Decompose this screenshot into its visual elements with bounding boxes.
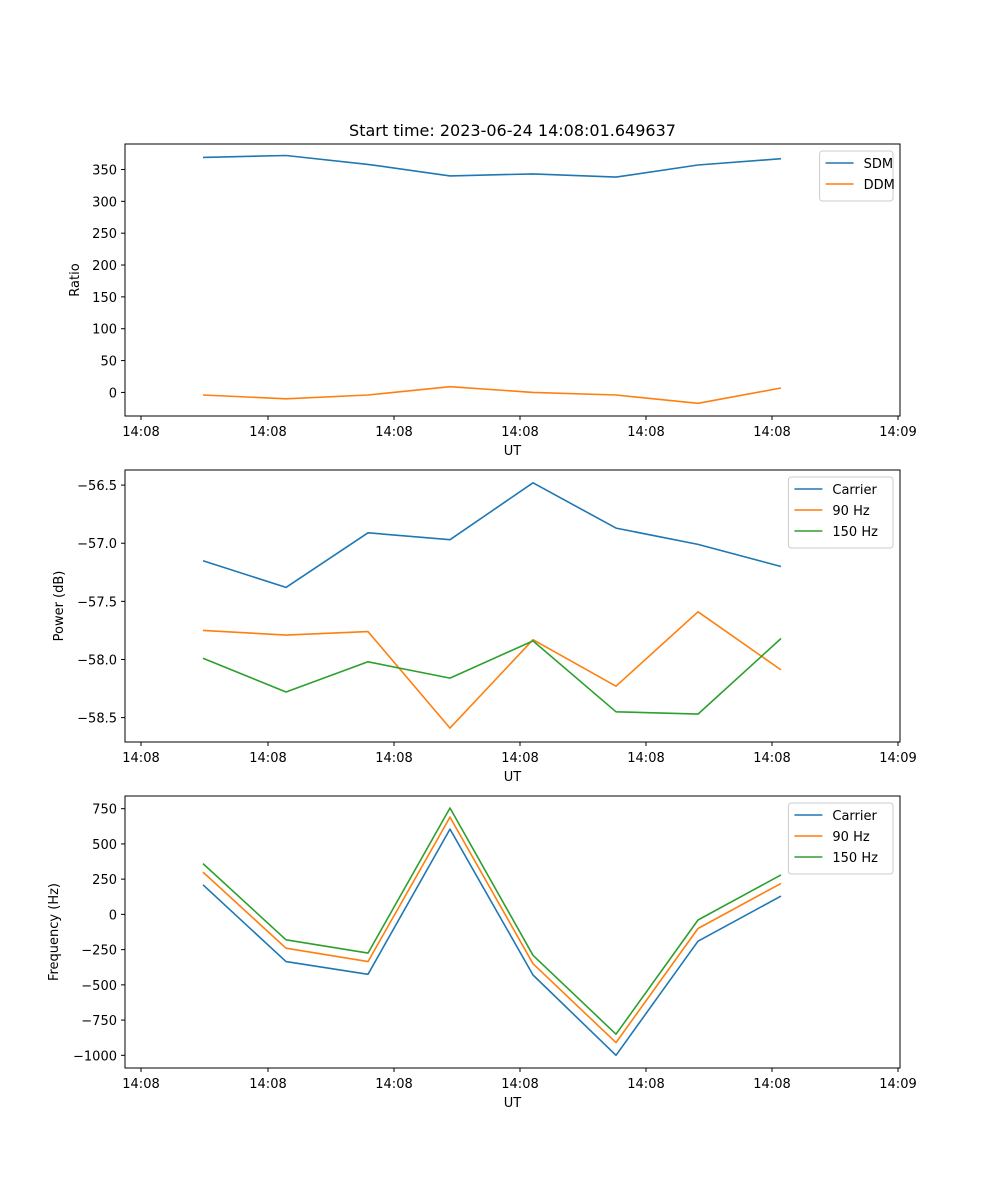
y-tick-label: 300 bbox=[92, 195, 117, 210]
series-line-ddm bbox=[202, 385, 782, 405]
y-tick-label: −500 bbox=[81, 979, 117, 994]
y-tick-label: 350 bbox=[92, 163, 117, 178]
series-line-150-hz bbox=[202, 807, 782, 1035]
legend: Carrier 90 Hz 150 Hz bbox=[787, 802, 894, 875]
y-tick-label: −58.0 bbox=[77, 653, 117, 668]
x-tick-label: 14:08 bbox=[753, 1077, 790, 1092]
plot-frame bbox=[124, 795, 901, 1069]
y-tick-label: −57.0 bbox=[77, 537, 117, 552]
legend: Carrier 90 Hz 150 Hz bbox=[787, 476, 894, 549]
x-tick-label: 14:08 bbox=[753, 425, 790, 440]
y-tick-label: 250 bbox=[92, 227, 117, 242]
x-tick-label: 14:08 bbox=[122, 751, 159, 766]
x-tick-label: 14:08 bbox=[501, 425, 538, 440]
y-tick-label: −57.5 bbox=[77, 595, 117, 610]
y-tick-label: −58.5 bbox=[77, 712, 117, 727]
legend-label-150-hz: 150 Hz bbox=[832, 851, 878, 866]
x-tick-label: 14:08 bbox=[122, 425, 159, 440]
x-tick-label: 14:08 bbox=[627, 1077, 664, 1092]
x-tick-label: 14:08 bbox=[249, 1077, 286, 1092]
y-axis-label: Ratio bbox=[68, 263, 83, 296]
x-tick-label: 14:08 bbox=[122, 1077, 159, 1092]
x-tick-label: 14:09 bbox=[879, 425, 916, 440]
x-tick-label: 14:08 bbox=[627, 751, 664, 766]
x-tick-label: 14:08 bbox=[501, 751, 538, 766]
series-line-90-hz bbox=[202, 610, 782, 729]
plot-frame bbox=[124, 143, 901, 417]
series-line-sdm bbox=[202, 154, 782, 178]
y-tick-label: 0 bbox=[109, 386, 117, 401]
chart-panel-3: 14:08 14:08 14:08 14:08 14:08 14:08 14:09 UT −10… bbox=[47, 795, 917, 1111]
x-axis-label: UT bbox=[504, 444, 522, 459]
x-tick-label: 14:08 bbox=[627, 425, 664, 440]
legend-label-90-hz: 90 Hz bbox=[832, 504, 869, 519]
y-tick-label: −56.5 bbox=[77, 479, 117, 494]
y-tick-label: 750 bbox=[92, 803, 117, 818]
x-tick-label: 14:08 bbox=[375, 1077, 412, 1092]
legend-label-sdm: SDM bbox=[864, 157, 893, 172]
x-axis-label: UT bbox=[504, 770, 522, 785]
plot-frame bbox=[124, 469, 901, 743]
legend-label-carrier: Carrier bbox=[832, 483, 877, 498]
y-tick-label: 150 bbox=[92, 291, 117, 306]
legend-label-carrier: Carrier bbox=[832, 809, 877, 824]
chart-title: Start time: 2023-06-24 14:08:01.649637 bbox=[349, 121, 676, 140]
x-tick-label: 14:08 bbox=[375, 425, 412, 440]
x-tick-label: 14:08 bbox=[249, 425, 286, 440]
y-tick-label: −750 bbox=[81, 1014, 117, 1029]
series-line-carrier bbox=[202, 481, 782, 589]
y-axis-label: Power (dB) bbox=[52, 571, 67, 642]
x-tick-label: 14:08 bbox=[375, 751, 412, 766]
x-tick-label: 14:08 bbox=[753, 751, 790, 766]
y-tick-label: 200 bbox=[92, 259, 117, 274]
x-axis-label: UT bbox=[504, 1096, 522, 1111]
legend-label-ddm: DDM bbox=[864, 178, 895, 193]
x-tick-label: 14:08 bbox=[249, 751, 286, 766]
y-tick-label: 50 bbox=[100, 355, 117, 370]
y-tick-label: 500 bbox=[92, 838, 117, 853]
y-tick-label: −1000 bbox=[73, 1049, 117, 1064]
series-line-90-hz bbox=[202, 816, 782, 1044]
y-tick-label: 100 bbox=[92, 323, 117, 338]
chart-panel-2: 14:08 14:08 14:08 14:08 14:08 14:08 14:09 UT −58… bbox=[52, 469, 917, 785]
x-tick-label: 14:08 bbox=[501, 1077, 538, 1092]
x-tick-label: 14:09 bbox=[879, 751, 916, 766]
legend-label-150-hz: 150 Hz bbox=[832, 525, 878, 540]
series-line-150-hz bbox=[202, 637, 782, 715]
legend-label-90-hz: 90 Hz bbox=[832, 830, 869, 845]
y-axis-label: Frequency (Hz) bbox=[47, 883, 62, 981]
y-tick-label: 0 bbox=[109, 908, 117, 923]
legend: SDM DDM bbox=[819, 150, 895, 202]
y-tick-label: 250 bbox=[92, 873, 117, 888]
y-tick-label: −250 bbox=[81, 944, 117, 959]
chart-panel-1: Start time: 2023-06-24 14:08:01.649637 14… bbox=[68, 121, 917, 459]
series-line-carrier bbox=[202, 828, 782, 1057]
x-tick-label: 14:09 bbox=[879, 1077, 916, 1092]
